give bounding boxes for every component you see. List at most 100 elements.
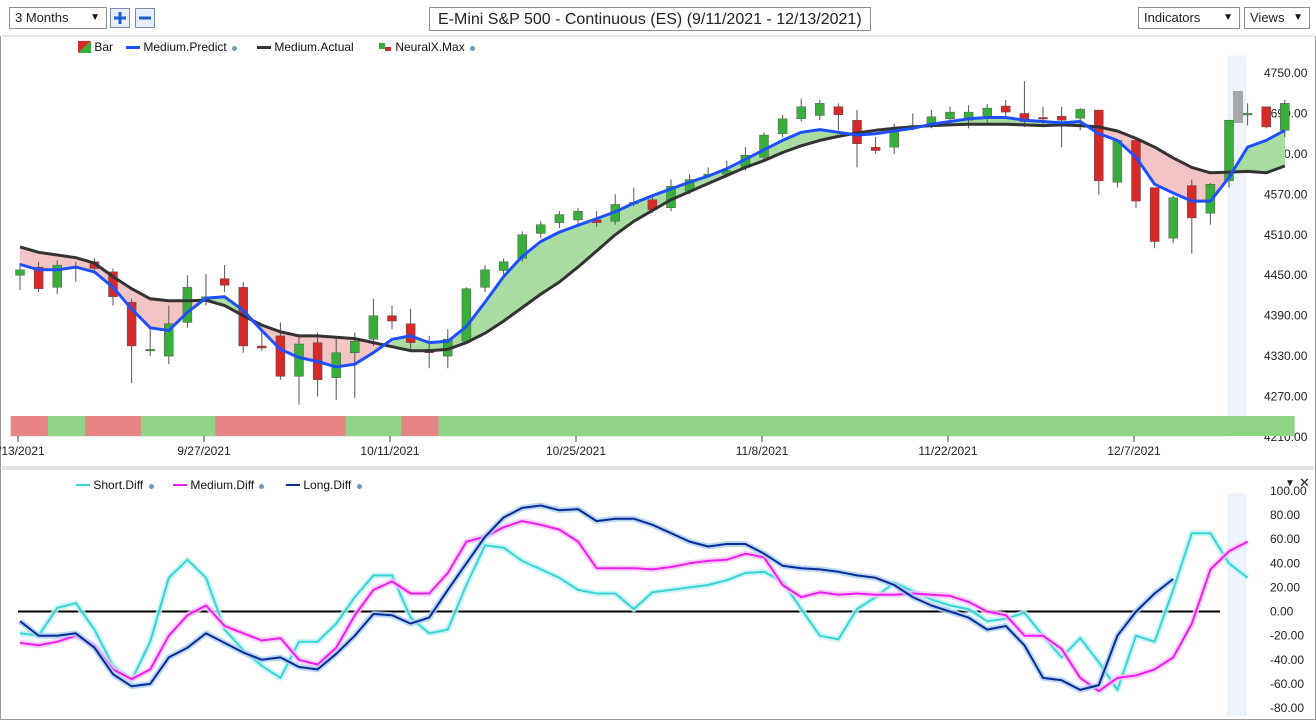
info-dot-icon[interactable] [259, 484, 265, 490]
neuralx-max-bar [364, 416, 384, 436]
neuralx-max-bar [1275, 416, 1295, 436]
neuralx-max-bar [438, 416, 458, 436]
neuralx-max-bar [215, 416, 235, 436]
legend-item-medium-actual[interactable]: Medium.Actual [257, 39, 354, 54]
y-tick-label: -80.00 [1270, 701, 1304, 715]
neuralx-max-bar [103, 416, 123, 436]
neuralx-max-bar [550, 416, 570, 436]
legend-label: Bar [94, 39, 114, 54]
candle-body [1001, 105, 1011, 113]
neuralx-max-bar [196, 416, 216, 436]
legend-item-short-diff[interactable]: Short.Diff [76, 477, 154, 492]
neuralx-max-bar [345, 416, 365, 436]
neuralx-max-bar [1108, 416, 1128, 436]
neuralx-max-bar [233, 416, 254, 436]
period-select[interactable]: 3 Months ▼ [9, 7, 107, 29]
candle-body [1075, 109, 1085, 119]
legend-label: Medium.Diff [190, 477, 255, 492]
legend-label: Long.Diff [303, 477, 352, 492]
diff-scroll-area[interactable] [1227, 493, 1247, 717]
y-tick-label: 20.00 [1270, 580, 1300, 594]
scroll-thumb[interactable] [1233, 91, 1243, 123]
neuralx-max-bar [382, 416, 402, 436]
y-tick-label: -60.00 [1270, 677, 1304, 691]
candle-body [796, 106, 806, 120]
legend-item-neuralx-max[interactable]: NeuralX.Max [378, 39, 476, 54]
y-tick-label: 4570.00 [1264, 187, 1308, 201]
neuralx-max-bar [1219, 416, 1239, 436]
candle-body [554, 214, 565, 223]
neuralx-max-bar [977, 416, 998, 436]
candle-body [52, 264, 62, 288]
neuralx-max-bar [791, 416, 812, 436]
neuralx-max-bar [847, 416, 867, 436]
candle-body [387, 315, 397, 322]
neuralx-max-bar [475, 416, 495, 436]
candle-body [294, 343, 304, 377]
neuralx-max-bar [1033, 416, 1053, 436]
candle-body [182, 287, 193, 323]
legend-item-medium-diff[interactable]: Medium.Diff [173, 477, 265, 492]
neuralx-max-bar [531, 416, 551, 436]
x-tick-label: 12/7/2021 [1107, 444, 1161, 458]
toolbar: 3 Months ▼ E-Mini S&P 500 - Continuous (… [0, 0, 1316, 36]
indicators-label: Indicators [1144, 10, 1201, 25]
neuralx-max-bar [1070, 416, 1091, 436]
candle-body [368, 315, 379, 340]
series-line-long-diff [19, 504, 1174, 691]
candle-body [536, 224, 546, 234]
neuralx-max-bar [568, 416, 588, 436]
candle-body [759, 134, 769, 158]
x-tick-label: 9/27/2021 [177, 444, 231, 458]
neuralx-max-bar [1163, 416, 1184, 436]
x-tick-label: 11/22/2021 [918, 444, 977, 458]
legend-label: Medium.Actual [274, 39, 354, 54]
line-icon [286, 483, 300, 486]
candle-body [945, 111, 955, 120]
info-dot-icon[interactable] [148, 484, 154, 490]
y-tick-label: -40.00 [1270, 653, 1304, 667]
y-tick-label: 4750.00 [1264, 66, 1308, 80]
legend-label: Short.Diff [93, 477, 144, 492]
y-tick-label: 100.00 [1270, 484, 1307, 498]
zoom-out-button[interactable] [135, 8, 155, 28]
neuralx-max-bar [10, 416, 30, 436]
neuralx-max-bar [829, 416, 849, 436]
legend-item-bar[interactable]: Bar [78, 39, 113, 54]
plus-icon [114, 12, 126, 24]
neuralx-max-bar [922, 416, 942, 436]
neuralx-max-bar [1256, 416, 1277, 436]
candle-body [1112, 140, 1123, 183]
neuralx-max-bar [1126, 416, 1146, 436]
candle-body [350, 341, 360, 353]
candle-body [164, 323, 174, 357]
y-tick-label: 4510.00 [1264, 228, 1308, 242]
info-dot-icon[interactable] [356, 484, 362, 490]
close-icon[interactable]: ✕ [1299, 475, 1310, 490]
indicators-dropdown[interactable]: Indicators ▼ [1138, 7, 1240, 29]
legend-item-medium-predict[interactable]: Medium.Predict [126, 39, 238, 54]
neuralx-max-bar [326, 416, 347, 436]
legend-item-long-diff[interactable]: Long.Diff [286, 477, 362, 492]
neuralx-max-bar [1089, 416, 1109, 436]
zoom-in-button[interactable] [110, 8, 130, 28]
neuralx-max-bar [698, 416, 719, 436]
y-tick-label: 60.00 [1270, 532, 1300, 546]
neuralx-max-bar [717, 416, 737, 436]
neuralx-max-bar [140, 416, 161, 436]
candle-body [1261, 106, 1271, 128]
diff-plot: 100.00 80.00 60.00 40.00 20.00 0.00 -20.00 -40.… [18, 484, 1307, 715]
views-dropdown[interactable]: Views ▼ [1244, 7, 1310, 29]
info-dot-icon[interactable] [470, 46, 476, 52]
info-dot-icon[interactable] [232, 46, 238, 52]
collapse-icon[interactable]: ▼ [1285, 478, 1295, 489]
line-icon [76, 483, 90, 486]
neuralx-max-bar [47, 416, 68, 436]
candle-body [461, 288, 472, 342]
candle-body [219, 278, 230, 286]
y-tick-label: 40.00 [1270, 556, 1300, 570]
candle-body [1149, 187, 1160, 242]
panel-splitter[interactable] [2, 466, 1314, 470]
neuralx-max-bar [122, 416, 142, 436]
